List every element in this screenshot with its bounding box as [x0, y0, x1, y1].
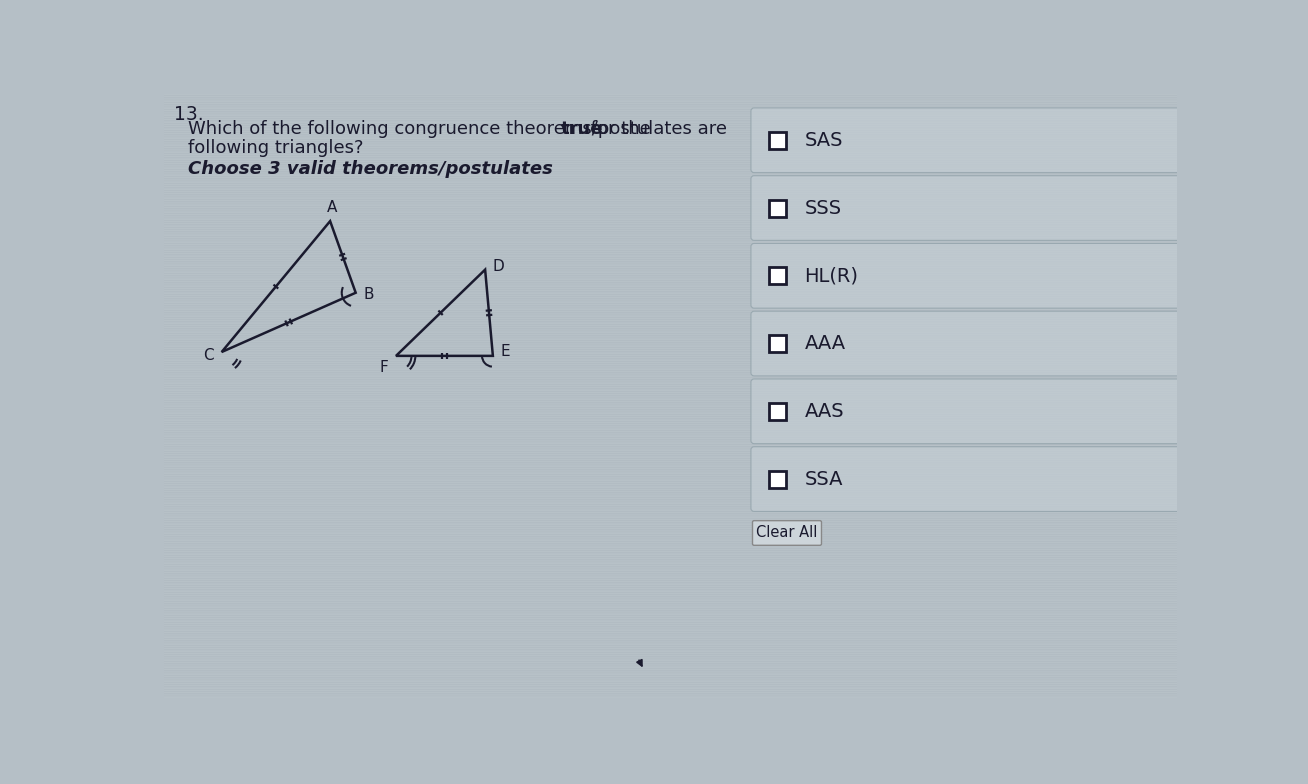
Text: Choose 3 valid theorems/postulates: Choose 3 valid theorems/postulates [188, 160, 553, 178]
Text: SSA: SSA [804, 470, 842, 488]
FancyBboxPatch shape [751, 244, 1192, 308]
Text: D: D [493, 259, 505, 274]
Text: Which of the following congruence theorems/postulates are: Which of the following congruence theore… [188, 120, 732, 138]
Text: AAA: AAA [804, 334, 845, 353]
Text: true: true [560, 120, 603, 138]
Text: F: F [379, 360, 388, 375]
Text: E: E [501, 344, 510, 359]
Bar [769, 132, 786, 149]
FancyBboxPatch shape [751, 108, 1192, 172]
Text: SSS: SSS [804, 198, 841, 217]
Text: B: B [364, 287, 374, 302]
Text: HL(R): HL(R) [804, 267, 858, 285]
Bar [769, 267, 786, 285]
Bar [769, 470, 786, 488]
Bar [769, 200, 786, 216]
Text: following triangles?: following triangles? [188, 139, 364, 157]
Text: 13.: 13. [174, 105, 203, 124]
Text: SAS: SAS [804, 131, 842, 150]
Text: A: A [327, 200, 337, 215]
Bar [769, 403, 786, 419]
FancyBboxPatch shape [751, 379, 1192, 444]
Text: for the: for the [585, 120, 651, 138]
Text: Clear All: Clear All [756, 525, 818, 540]
Bar [769, 335, 786, 352]
Text: C: C [203, 348, 215, 363]
FancyBboxPatch shape [751, 311, 1192, 376]
FancyBboxPatch shape [751, 447, 1192, 511]
FancyBboxPatch shape [751, 176, 1192, 241]
Text: AAS: AAS [804, 402, 844, 421]
FancyBboxPatch shape [752, 521, 821, 546]
